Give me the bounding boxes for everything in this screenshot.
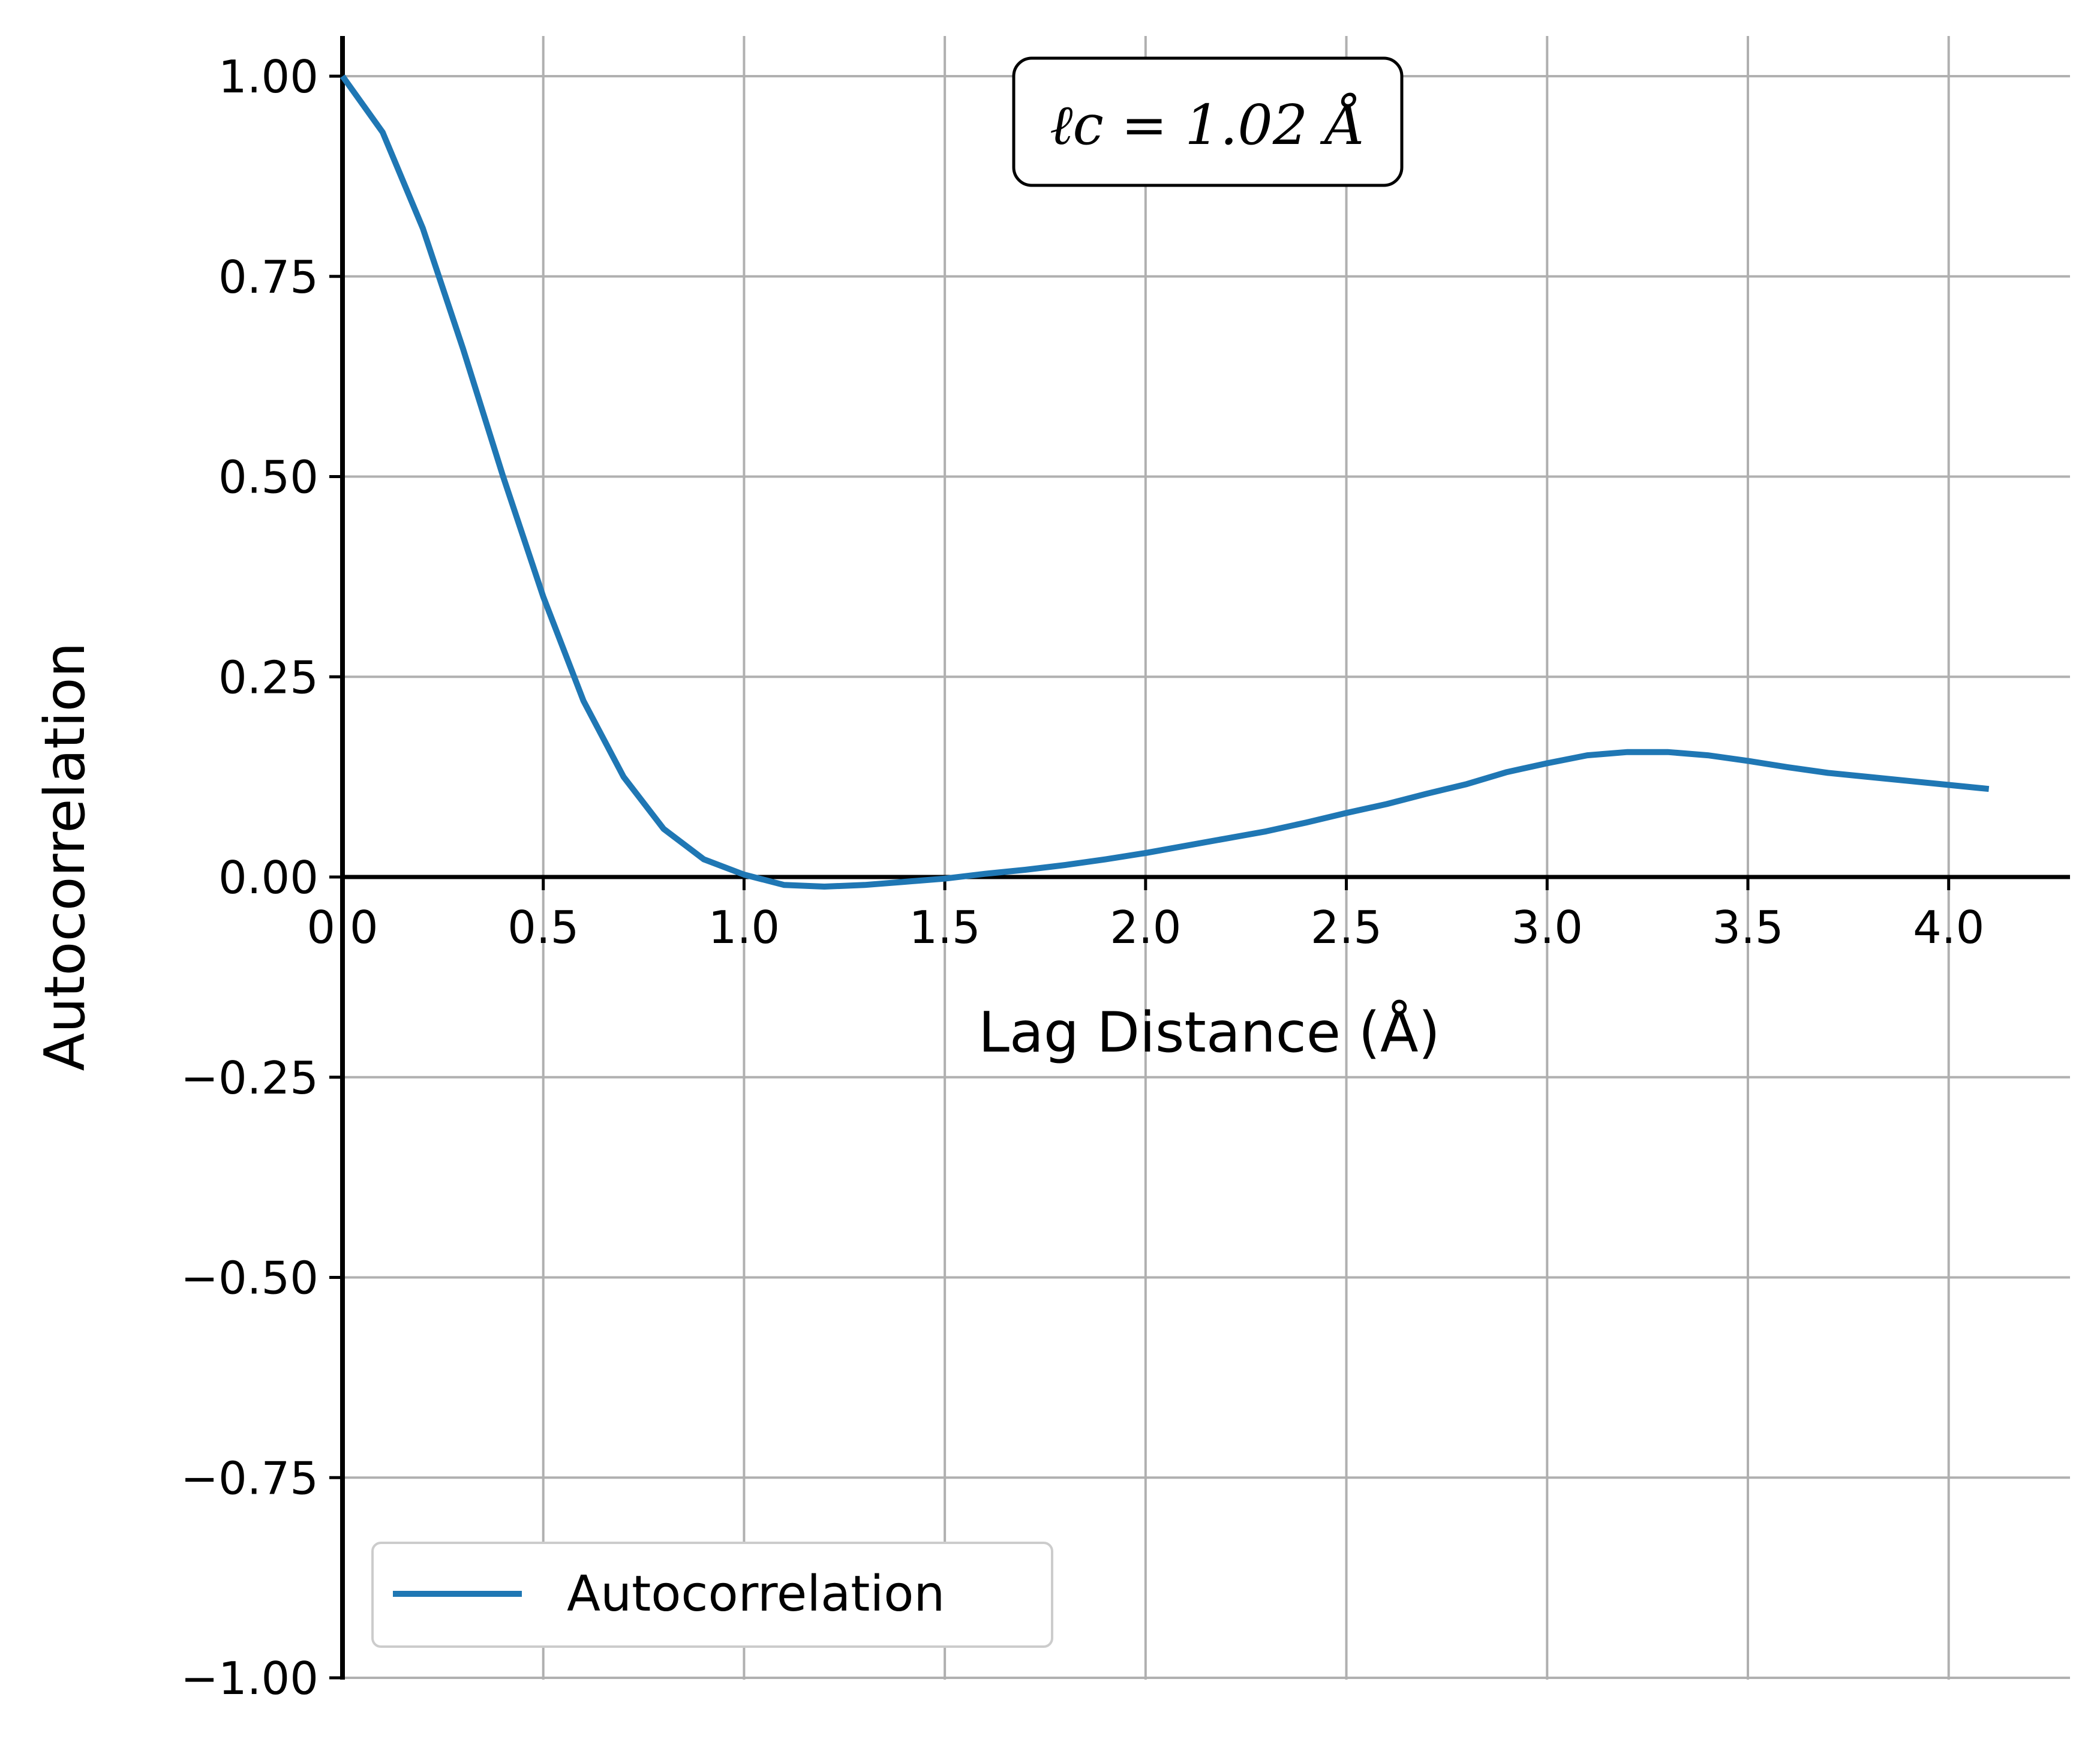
y-tick-label: −0.50	[181, 1252, 319, 1305]
series-line-autocorrelation	[340, 74, 1990, 890]
x-tick-label: 0.0	[307, 901, 378, 954]
y-tick-label: 0.00	[218, 851, 319, 904]
legend: Autocorrelation	[371, 1542, 1053, 1648]
y-tick-label: 0.75	[218, 251, 319, 304]
series-layer	[340, 74, 1990, 890]
ticks: 0.0 0.5 1.0 1.5 2.0 2.5 3.0 3.5 4.0 1.00 0.75 0.50 0…	[181, 50, 1984, 1705]
y-tick-label: 1.00	[218, 50, 319, 103]
correlation-length-annotation: ℓc = 1.02 Å	[1050, 92, 1365, 157]
y-tick-label: −0.25	[181, 1052, 319, 1104]
legend-label: Autocorrelation	[567, 1566, 945, 1623]
x-tick-label: 2.0	[1110, 901, 1181, 954]
y-tick-label: −0.75	[181, 1452, 319, 1504]
x-tick-label: 0.5	[507, 901, 579, 954]
y-axis-label: Autocorrelation	[32, 642, 97, 1071]
x-tick-label: 1.5	[909, 901, 981, 954]
grid	[341, 36, 2070, 1680]
y-tick-label: −1.00	[181, 1652, 319, 1705]
y-tick-label: 0.50	[218, 451, 319, 504]
y-tick-label: 0.25	[218, 651, 319, 704]
annotation-box: ℓc = 1.02 Å	[1012, 56, 1404, 187]
x-tick-label: 1.0	[708, 901, 780, 954]
x-tick-label: 3.0	[1512, 901, 1583, 954]
x-tick-label: 2.5	[1311, 901, 1382, 954]
axes	[340, 36, 2070, 1680]
x-tick-label: 4.0	[1913, 901, 1984, 954]
x-axis-label: Lag Distance (Å)	[978, 1000, 1440, 1065]
x-tick-label: 3.5	[1712, 901, 1783, 954]
